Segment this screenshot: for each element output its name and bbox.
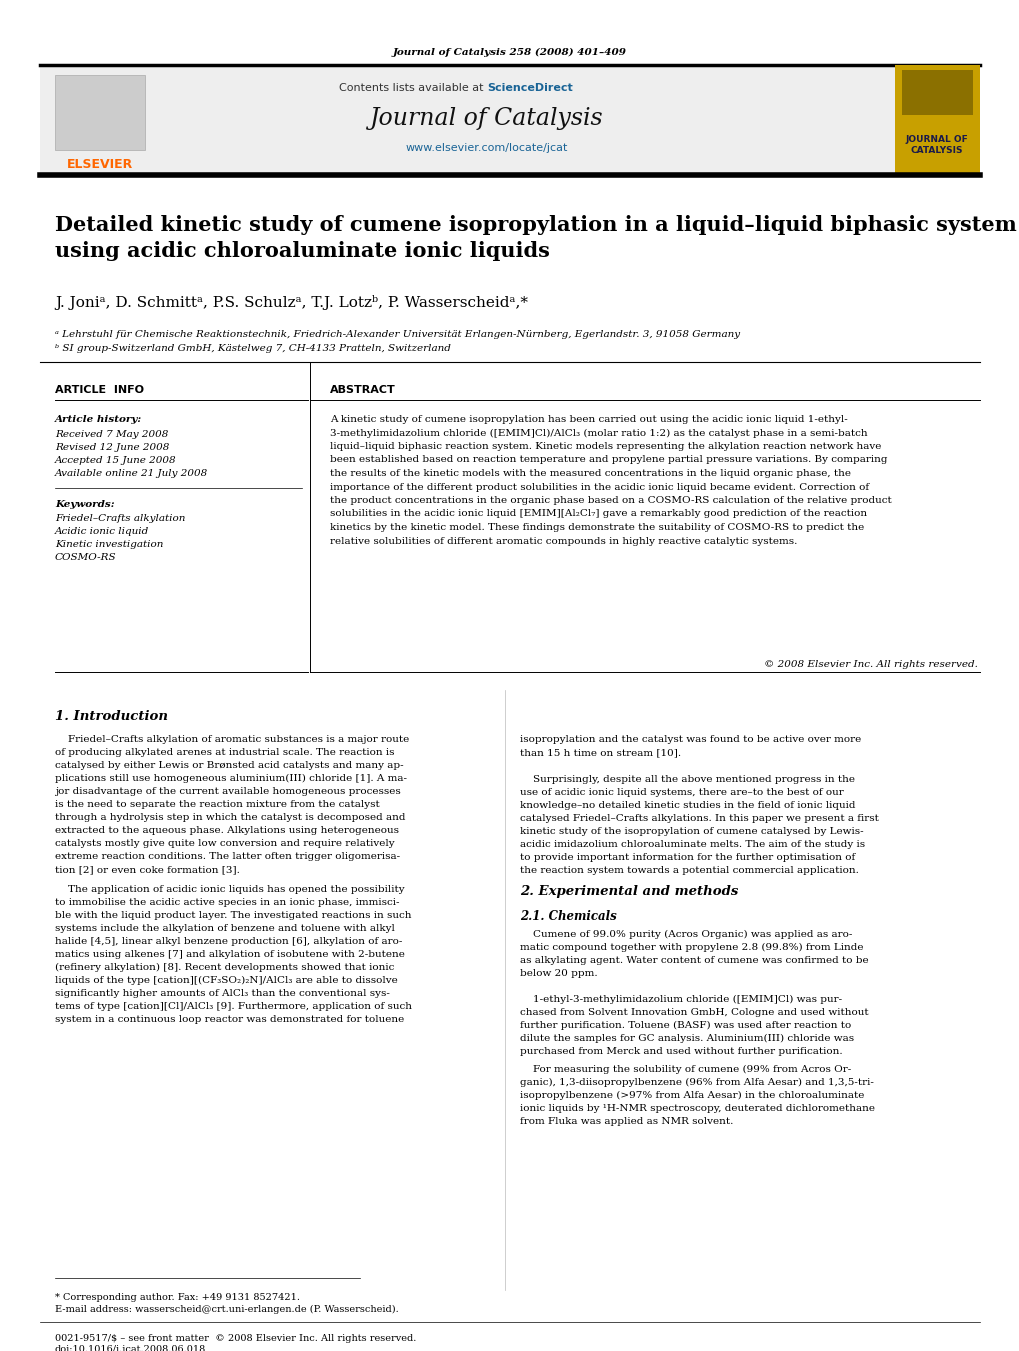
Text: jor disadvantage of the current available homogeneous processes: jor disadvantage of the current availabl… xyxy=(55,788,400,796)
Text: ᵇ SI group-Switzerland GmbH, Kästelweg 7, CH-4133 Pratteln, Switzerland: ᵇ SI group-Switzerland GmbH, Kästelweg 7… xyxy=(55,345,450,353)
Text: significantly higher amounts of AlCl₃ than the conventional sys-: significantly higher amounts of AlCl₃ th… xyxy=(55,989,389,998)
Text: isopropylbenzene (>97% from Alfa Aesar) in the chloroaluminate: isopropylbenzene (>97% from Alfa Aesar) … xyxy=(520,1092,863,1100)
Text: kinetic study of the isopropylation of cumene catalysed by Lewis-: kinetic study of the isopropylation of c… xyxy=(520,827,863,836)
Text: Available online 21 July 2008: Available online 21 July 2008 xyxy=(55,469,208,478)
Text: acidic imidazolium chloroaluminate melts. The aim of the study is: acidic imidazolium chloroaluminate melts… xyxy=(520,840,864,848)
Text: ionic liquids by ¹H-NMR spectroscopy, deuterated dichloromethane: ionic liquids by ¹H-NMR spectroscopy, de… xyxy=(520,1104,874,1113)
Text: Cumene of 99.0% purity (Acros Organic) was applied as aro-: Cumene of 99.0% purity (Acros Organic) w… xyxy=(520,929,852,939)
Text: 3-methylimidazolium chloride ([EMIM]Cl)/AlCl₃ (molar ratio 1:2) as the catalyst : 3-methylimidazolium chloride ([EMIM]Cl)/… xyxy=(330,428,867,438)
Text: A kinetic study of cumene isopropylation has been carried out using the acidic i: A kinetic study of cumene isopropylation… xyxy=(330,415,847,424)
Text: Acidic ionic liquid: Acidic ionic liquid xyxy=(55,527,149,536)
Text: 2.1. Chemicals: 2.1. Chemicals xyxy=(520,911,616,923)
Text: The application of acidic ionic liquids has opened the possibility: The application of acidic ionic liquids … xyxy=(55,885,405,894)
Text: * Corresponding author. Fax: +49 9131 8527421.: * Corresponding author. Fax: +49 9131 85… xyxy=(55,1293,300,1302)
Text: 1-ethyl-3-methylimidazolium chloride ([EMIM]Cl) was pur-: 1-ethyl-3-methylimidazolium chloride ([E… xyxy=(520,994,842,1004)
Text: below 20 ppm.: below 20 ppm. xyxy=(520,969,597,978)
Text: further purification. Toluene (BASF) was used after reaction to: further purification. Toluene (BASF) was… xyxy=(520,1021,851,1029)
Text: Journal of Catalysis 258 (2008) 401–409: Journal of Catalysis 258 (2008) 401–409 xyxy=(392,47,627,57)
Text: ELSEVIER: ELSEVIER xyxy=(67,158,133,172)
Text: catalysts mostly give quite low conversion and require relatively: catalysts mostly give quite low conversi… xyxy=(55,839,394,848)
Text: liquid–liquid biphasic reaction system. Kinetic models representing the alkylati: liquid–liquid biphasic reaction system. … xyxy=(330,442,880,451)
Text: ble with the liquid product layer. The investigated reactions in such: ble with the liquid product layer. The i… xyxy=(55,911,411,920)
Text: kinetics by the kinetic model. These findings demonstrate the suitability of COS: kinetics by the kinetic model. These fin… xyxy=(330,523,863,532)
Text: Received 7 May 2008: Received 7 May 2008 xyxy=(55,430,168,439)
Text: relative solubilities of different aromatic compounds in highly reactive catalyt: relative solubilities of different aroma… xyxy=(330,536,797,546)
Text: plications still use homogeneous aluminium(III) chloride [1]. A ma-: plications still use homogeneous alumini… xyxy=(55,774,407,784)
Text: been established based on reaction temperature and propylene partial pressure va: been established based on reaction tempe… xyxy=(330,455,887,465)
Text: ARTICLE  INFO: ARTICLE INFO xyxy=(55,385,144,394)
Text: www.elsevier.com/locate/jcat: www.elsevier.com/locate/jcat xyxy=(406,143,568,153)
Text: 1. Introduction: 1. Introduction xyxy=(55,711,168,723)
Text: catalysed by either Lewis or Brønsted acid catalysts and many ap-: catalysed by either Lewis or Brønsted ac… xyxy=(55,761,404,770)
Text: © 2008 Elsevier Inc. All rights reserved.: © 2008 Elsevier Inc. All rights reserved… xyxy=(763,661,977,669)
Text: from Fluka was applied as NMR solvent.: from Fluka was applied as NMR solvent. xyxy=(520,1117,733,1125)
Text: the product concentrations in the organic phase based on a COSMO-RS calculation : the product concentrations in the organi… xyxy=(330,496,891,505)
Bar xyxy=(901,70,972,115)
Text: ScienceDirect: ScienceDirect xyxy=(486,82,573,93)
Text: Friedel–Crafts alkylation of aromatic substances is a major route: Friedel–Crafts alkylation of aromatic su… xyxy=(55,735,409,744)
Bar xyxy=(40,65,894,176)
Text: matics using alkenes [7] and alkylation of isobutene with 2-butene: matics using alkenes [7] and alkylation … xyxy=(55,950,405,959)
Text: purchased from Merck and used without further purification.: purchased from Merck and used without fu… xyxy=(520,1047,842,1056)
Text: 2. Experimental and methods: 2. Experimental and methods xyxy=(520,885,738,898)
Bar xyxy=(55,76,145,150)
Text: ABSTRACT: ABSTRACT xyxy=(330,385,395,394)
Text: 0021-9517/$ – see front matter  © 2008 Elsevier Inc. All rights reserved.: 0021-9517/$ – see front matter © 2008 El… xyxy=(55,1333,416,1343)
Text: Friedel–Crafts alkylation: Friedel–Crafts alkylation xyxy=(55,513,185,523)
Text: JOURNAL OF
CATALYSIS: JOURNAL OF CATALYSIS xyxy=(905,135,967,155)
Text: Revised 12 June 2008: Revised 12 June 2008 xyxy=(55,443,169,453)
Text: Kinetic investigation: Kinetic investigation xyxy=(55,540,163,549)
Text: through a hydrolysis step in which the catalyst is decomposed and: through a hydrolysis step in which the c… xyxy=(55,813,406,821)
Text: extreme reaction conditions. The latter often trigger oligomerisa-: extreme reaction conditions. The latter … xyxy=(55,852,399,861)
Text: the reaction system towards a potential commercial application.: the reaction system towards a potential … xyxy=(520,866,858,875)
Text: than 15 h time on stream [10].: than 15 h time on stream [10]. xyxy=(520,748,681,757)
Bar xyxy=(40,65,175,176)
Text: the results of the kinetic models with the measured concentrations in the liquid: the results of the kinetic models with t… xyxy=(330,469,850,478)
Text: E-mail address: wasserscheid@crt.uni-erlangen.de (P. Wasserscheid).: E-mail address: wasserscheid@crt.uni-erl… xyxy=(55,1305,398,1315)
Text: solubilities in the acidic ionic liquid [EMIM][Al₂Cl₇] gave a remarkably good pr: solubilities in the acidic ionic liquid … xyxy=(330,509,866,519)
Text: importance of the different product solubilities in the acidic ionic liquid beca: importance of the different product solu… xyxy=(330,482,868,492)
Text: tems of type [cation][Cl]/AlCl₃ [9]. Furthermore, application of such: tems of type [cation][Cl]/AlCl₃ [9]. Fur… xyxy=(55,1002,412,1011)
Text: matic compound together with propylene 2.8 (99.8%) from Linde: matic compound together with propylene 2… xyxy=(520,943,863,952)
Text: catalysed Friedel–Crafts alkylations. In this paper we present a first: catalysed Friedel–Crafts alkylations. In… xyxy=(520,815,878,823)
Text: systems include the alkylation of benzene and toluene with alkyl: systems include the alkylation of benzen… xyxy=(55,924,394,934)
Text: as alkylating agent. Water content of cumene was confirmed to be: as alkylating agent. Water content of cu… xyxy=(520,957,868,965)
Text: (refinery alkylation) [8]. Recent developments showed that ionic: (refinery alkylation) [8]. Recent develo… xyxy=(55,963,394,973)
Text: to provide important information for the further optimisation of: to provide important information for the… xyxy=(520,852,854,862)
Text: dilute the samples for GC analysis. Aluminium(III) chloride was: dilute the samples for GC analysis. Alum… xyxy=(520,1034,853,1043)
Text: halide [4,5], linear alkyl benzene production [6], alkylation of aro-: halide [4,5], linear alkyl benzene produ… xyxy=(55,938,401,946)
Text: Accepted 15 June 2008: Accepted 15 June 2008 xyxy=(55,457,176,465)
Text: chased from Solvent Innovation GmbH, Cologne and used without: chased from Solvent Innovation GmbH, Col… xyxy=(520,1008,868,1017)
Text: COSMO-RS: COSMO-RS xyxy=(55,553,116,562)
Text: system in a continuous loop reactor was demonstrated for toluene: system in a continuous loop reactor was … xyxy=(55,1015,404,1024)
Text: to immobilise the acidic active species in an ionic phase, immisci-: to immobilise the acidic active species … xyxy=(55,898,399,907)
Text: Keywords:: Keywords: xyxy=(55,500,114,509)
Text: doi:10.1016/j.jcat.2008.06.018: doi:10.1016/j.jcat.2008.06.018 xyxy=(55,1346,206,1351)
Text: liquids of the type [cation][(CF₃SO₂)₂N]/AlCl₃ are able to dissolve: liquids of the type [cation][(CF₃SO₂)₂N]… xyxy=(55,975,397,985)
Text: is the need to separate the reaction mixture from the catalyst: is the need to separate the reaction mix… xyxy=(55,800,379,809)
Text: isopropylation and the catalyst was found to be active over more: isopropylation and the catalyst was foun… xyxy=(520,735,860,744)
Text: knowledge–no detailed kinetic studies in the field of ionic liquid: knowledge–no detailed kinetic studies in… xyxy=(520,801,855,811)
Text: Contents lists available at: Contents lists available at xyxy=(338,82,486,93)
Text: Journal of Catalysis: Journal of Catalysis xyxy=(370,107,603,130)
Text: Surprisingly, despite all the above mentioned progress in the: Surprisingly, despite all the above ment… xyxy=(520,775,854,784)
Text: ᵃ Lehrstuhl für Chemische Reaktionstechnik, Friedrich-Alexander Universität Erla: ᵃ Lehrstuhl für Chemische Reaktionstechn… xyxy=(55,330,740,339)
Bar xyxy=(894,65,979,176)
Text: use of acidic ionic liquid systems, there are–to the best of our: use of acidic ionic liquid systems, ther… xyxy=(520,788,843,797)
Text: J. Joniᵃ, D. Schmittᵃ, P.S. Schulzᵃ, T.J. Lotzᵇ, P. Wasserscheidᵃ,*: J. Joniᵃ, D. Schmittᵃ, P.S. Schulzᵃ, T.J… xyxy=(55,295,528,309)
Text: extracted to the aqueous phase. Alkylations using heterogeneous: extracted to the aqueous phase. Alkylati… xyxy=(55,825,398,835)
Text: of producing alkylated arenes at industrial scale. The reaction is: of producing alkylated arenes at industr… xyxy=(55,748,394,757)
Text: Detailed kinetic study of cumene isopropylation in a liquid–liquid biphasic syst: Detailed kinetic study of cumene isoprop… xyxy=(55,215,1016,261)
Text: For measuring the solubility of cumene (99% from Acros Or-: For measuring the solubility of cumene (… xyxy=(520,1065,851,1074)
Text: Article history:: Article history: xyxy=(55,415,142,424)
Text: ganic), 1,3-diisopropylbenzene (96% from Alfa Aesar) and 1,3,5-tri-: ganic), 1,3-diisopropylbenzene (96% from… xyxy=(520,1078,873,1088)
Text: tion [2] or even coke formation [3].: tion [2] or even coke formation [3]. xyxy=(55,865,239,874)
